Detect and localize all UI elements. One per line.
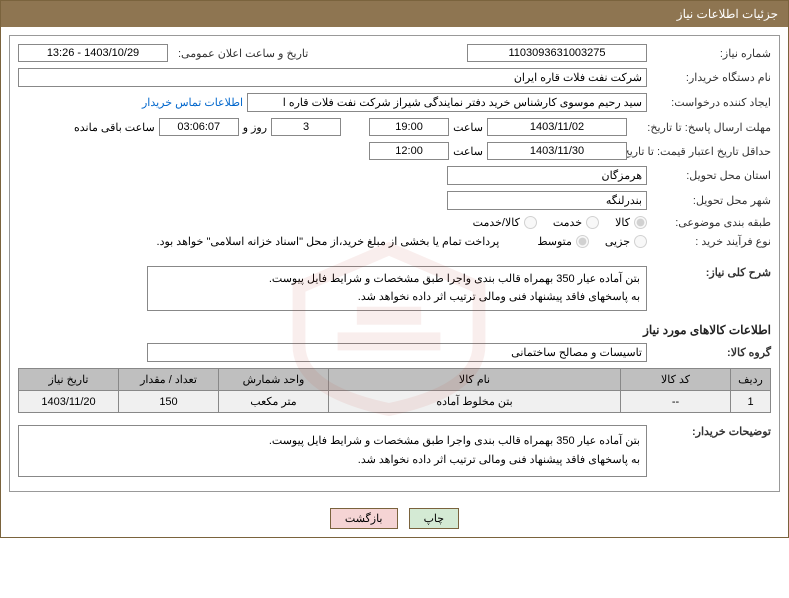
category-radio-group: کالا خدمت کالا/خدمت (473, 216, 647, 229)
title-bar: جزئیات اطلاعات نیاز (1, 1, 788, 27)
requester-label: ایجاد کننده درخواست: (651, 96, 771, 109)
announce-field: 1403/10/29 - 13:26 (18, 44, 168, 62)
th-name: نام کالا (329, 369, 621, 391)
buyer-notes-label: توضیحات خریدار: (651, 425, 771, 438)
time-word-2: ساعت (453, 145, 483, 158)
main-container: جزئیات اطلاعات نیاز شماره نیاز: 11030936… (0, 0, 789, 538)
city-label: شهر محل تحویل: (651, 194, 771, 207)
buyer-org-label: نام دستگاه خریدار: (651, 71, 771, 84)
validity-time: 12:00 (369, 142, 449, 160)
days-word: روز و (243, 121, 267, 134)
th-row: ردیف (731, 369, 771, 391)
group-label: گروه کالا: (651, 346, 771, 359)
td-unit: متر مکعب (219, 391, 329, 413)
radio-medium-label: متوسط (537, 235, 572, 248)
validity-date: 1403/11/30 (487, 142, 627, 160)
deadline-time: 19:00 (369, 118, 449, 136)
announce-label: تاریخ و ساعت اعلان عمومی: (172, 47, 308, 60)
radio-both[interactable]: کالا/خدمت (473, 216, 537, 229)
th-code: کد کالا (621, 369, 731, 391)
th-date: تاریخ نیاز (19, 369, 119, 391)
overview-label: شرح کلی نیاز: (651, 266, 771, 279)
radio-partial-label: جزیی (605, 235, 630, 248)
countdown-field: 03:06:07 (159, 118, 239, 136)
process-radio-group: جزیی متوسط (537, 235, 647, 248)
back-button[interactable]: بازگشت (330, 508, 398, 529)
province-field: هرمزگان (447, 166, 647, 185)
buyer-org-field: شرکت نفت فلات قاره ایران (18, 68, 647, 87)
radio-medium[interactable]: متوسط (537, 235, 589, 248)
radio-partial[interactable]: جزیی (605, 235, 647, 248)
process-label: نوع فرآیند خرید : (651, 235, 771, 248)
need-no-field: 1103093631003275 (467, 44, 647, 62)
need-no-label: شماره نیاز: (651, 47, 771, 60)
td-date: 1403/11/20 (19, 391, 119, 413)
time-word-1: ساعت (453, 121, 483, 134)
form-body: شماره نیاز: 1103093631003275 تاریخ و ساع… (9, 35, 780, 492)
payment-note: پرداخت تمام یا بخشی از مبلغ خرید،از محل … (157, 235, 500, 248)
radio-goods[interactable]: کالا (615, 216, 647, 229)
overview-box: بتن آماده عیار 350 بهمراه قالب بندی واجر… (147, 266, 647, 311)
buyer-notes-l2: به پاسخهای فاقد پیشنهاد فنی ومالی ترتیب … (25, 451, 640, 470)
td-qty: 150 (119, 391, 219, 413)
deadline-label: مهلت ارسال پاسخ: تا تاریخ: (631, 121, 771, 134)
radio-service-label: خدمت (553, 216, 582, 229)
td-row: 1 (731, 391, 771, 413)
province-label: استان محل تحویل: (651, 169, 771, 182)
goods-section-title: اطلاعات کالاهای مورد نیاز (18, 323, 771, 337)
days-field: 3 (271, 118, 341, 136)
table-header-row: ردیف کد کالا نام کالا واحد شمارش تعداد /… (19, 369, 771, 391)
validity-label: حداقل تاریخ اعتبار قیمت: تا تاریخ: (631, 145, 771, 158)
remain-word: ساعت باقی مانده (74, 121, 155, 134)
th-qty: تعداد / مقدار (119, 369, 219, 391)
print-button[interactable]: چاپ (409, 508, 460, 529)
overview-line1: بتن آماده عیار 350 بهمراه قالب بندی واجر… (154, 271, 640, 289)
radio-both-label: کالا/خدمت (473, 216, 520, 229)
city-field: بندرلنگه (447, 191, 647, 210)
buyer-notes-l1: بتن آماده عیار 350 بهمراه قالب بندی واجر… (25, 432, 640, 451)
overview-line2: به پاسخهای فاقد پیشنهاد فنی ومالی ترتیب … (154, 289, 640, 307)
deadline-date: 1403/11/02 (487, 118, 627, 136)
table-row: 1 -- بتن مخلوط آماده متر مکعب 150 1403/1… (19, 391, 771, 413)
buyer-notes-box: بتن آماده عیار 350 بهمراه قالب بندی واجر… (18, 425, 647, 476)
td-code: -- (621, 391, 731, 413)
contact-link[interactable]: اطلاعات تماس خریدار (142, 96, 243, 109)
th-unit: واحد شمارش (219, 369, 329, 391)
group-field: تاسیسات و مصالح ساختمانی (147, 343, 647, 362)
requester-field: سید رحیم موسوی کارشناس خرید دفتر نمایندگ… (247, 93, 647, 112)
goods-table: ردیف کد کالا نام کالا واحد شمارش تعداد /… (18, 368, 771, 413)
radio-service[interactable]: خدمت (553, 216, 599, 229)
button-row: چاپ بازگشت (1, 500, 788, 537)
category-label: طبقه بندی موضوعی: (651, 216, 771, 229)
td-name: بتن مخلوط آماده (329, 391, 621, 413)
radio-goods-label: کالا (615, 216, 630, 229)
